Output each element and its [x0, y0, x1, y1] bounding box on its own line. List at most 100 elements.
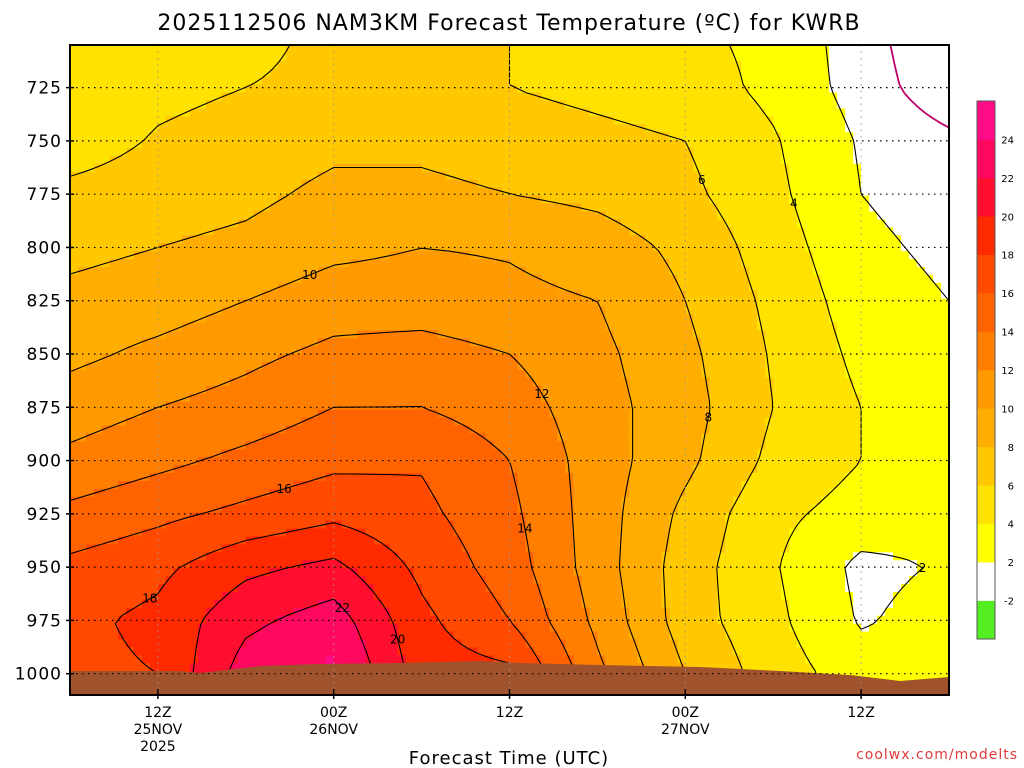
- temperature-cell: [629, 322, 638, 331]
- temperature-cell: [837, 76, 846, 86]
- temperature-cell: [885, 251, 894, 260]
- temperature-cell: [717, 362, 726, 371]
- temperature-cell: [541, 171, 551, 181]
- temperature-cell: [909, 203, 918, 213]
- temperature-cell: [509, 116, 519, 125]
- temperature-cell: [341, 243, 351, 252]
- temperature-cell: [117, 116, 127, 125]
- temperature-cell: [285, 251, 295, 260]
- temperature-cell: [733, 84, 742, 94]
- temperature-cell: [293, 203, 303, 213]
- temperature-cell: [669, 346, 678, 355]
- temperature-cell: [629, 203, 638, 213]
- temperature-cell: [533, 354, 543, 363]
- temperature-cell: [797, 100, 806, 110]
- temperature-cell: [741, 171, 750, 181]
- temperature-cell: [373, 385, 383, 395]
- temperature-cell: [381, 171, 391, 181]
- temperature-cell: [653, 338, 662, 347]
- temperature-cell: [469, 314, 479, 324]
- temperature-cell: [541, 266, 551, 276]
- temperature-cell: [581, 108, 591, 117]
- temperature-cell: [70, 370, 79, 379]
- temperature-cell: [397, 251, 407, 260]
- temperature-cell: [501, 60, 511, 70]
- temperature-cell: [749, 338, 758, 347]
- temperature-cell: [901, 306, 910, 316]
- temperature-cell: [645, 290, 654, 300]
- temperature-cell: [517, 322, 527, 331]
- temperature-cell: [413, 370, 423, 379]
- temperature-cell: [549, 155, 559, 165]
- temperature-cell: [917, 251, 926, 260]
- temperature-cell: [125, 274, 135, 284]
- temperature-cell: [917, 148, 926, 157]
- temperature-cell: [405, 124, 415, 133]
- temperature-cell: [141, 132, 151, 141]
- temperature-cell: [173, 60, 183, 70]
- temperature-cell: [477, 346, 487, 355]
- temperature-cell: [133, 211, 143, 220]
- temperature-cell: [93, 108, 103, 117]
- temperature-cell: [325, 68, 335, 78]
- temperature-cell: [453, 140, 463, 149]
- temperature-cell: [165, 179, 175, 189]
- temperature-cell: [221, 362, 231, 371]
- temperature-cell: [621, 362, 630, 371]
- temperature-cell: [445, 163, 455, 173]
- temperature-cell: [757, 330, 766, 339]
- temperature-cell: [589, 52, 598, 62]
- temperature-cell: [573, 338, 583, 347]
- temperature-cell: [709, 354, 718, 363]
- temperature-cell: [197, 330, 207, 339]
- temperature-cell: [533, 203, 543, 213]
- temperature-cell: [141, 377, 151, 387]
- temperature-cell: [661, 274, 670, 284]
- temperature-cell: [885, 243, 894, 252]
- temperature-cell: [365, 124, 375, 133]
- temperature-cell: [173, 76, 183, 86]
- temperature-cell: [797, 243, 806, 252]
- temperature-cell: [253, 203, 263, 213]
- temperature-cell: [165, 76, 175, 86]
- temperature-cell: [141, 314, 151, 324]
- temperature-cell: [117, 148, 127, 157]
- temperature-cell: [829, 179, 838, 189]
- temperature-cell: [917, 346, 926, 355]
- temperature-cell: [93, 219, 103, 228]
- temperature-cell: [381, 187, 391, 197]
- temperature-cell: [909, 393, 918, 403]
- temperature-cell: [349, 100, 359, 110]
- temperature-cell: [701, 338, 710, 347]
- temperature-cell: [685, 338, 694, 347]
- temperature-cell: [941, 227, 949, 236]
- temperature-cell: [341, 282, 351, 292]
- temperature-cell: [797, 171, 806, 181]
- temperature-cell: [557, 187, 567, 197]
- temperature-cell: [629, 338, 638, 347]
- temperature-cell: [341, 140, 351, 149]
- temperature-cell: [605, 274, 614, 284]
- temperature-cell: [333, 385, 343, 395]
- temperature-cell: [757, 148, 766, 157]
- temperature-cell: [333, 68, 343, 78]
- temperature-cell: [381, 76, 391, 86]
- temperature-cell: [533, 370, 543, 379]
- temperature-cell: [605, 100, 614, 110]
- temperature-cell: [597, 227, 606, 236]
- temperature-cell: [213, 298, 223, 308]
- temperature-cell: [781, 235, 790, 244]
- temperature-cell: [309, 314, 319, 324]
- temperature-cell: [709, 282, 718, 292]
- temperature-cell: [821, 259, 830, 268]
- temperature-cell: [253, 148, 263, 157]
- temperature-cell: [413, 377, 423, 387]
- temperature-cell: [613, 377, 622, 387]
- temperature-cell: [445, 314, 455, 324]
- temperature-cell: [293, 195, 303, 205]
- temperature-cell: [389, 274, 399, 284]
- temperature-cell: [717, 60, 726, 70]
- temperature-cell: [77, 52, 87, 62]
- temperature-cell: [429, 259, 439, 268]
- temperature-cell: [693, 148, 702, 157]
